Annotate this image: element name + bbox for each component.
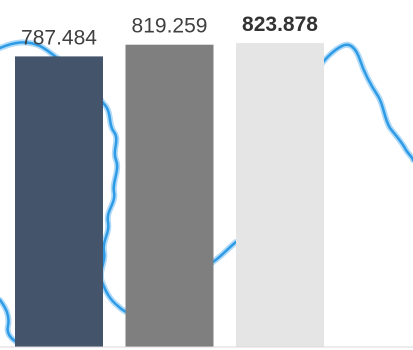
labels-layer: 787.484 819.259 823.878 xyxy=(21,13,318,49)
bar-value-label-2: 819.259 xyxy=(132,15,208,38)
scribble-annotation xyxy=(0,39,413,347)
bar-2 xyxy=(125,44,214,347)
bar-3 xyxy=(236,43,324,347)
scribble-stroke-inner xyxy=(0,41,413,346)
bar-1 xyxy=(15,56,103,348)
bar-value-label-1: 787.484 xyxy=(21,26,97,49)
bars-layer xyxy=(15,43,324,348)
bar-value-label-3: 823.878 xyxy=(242,13,318,36)
